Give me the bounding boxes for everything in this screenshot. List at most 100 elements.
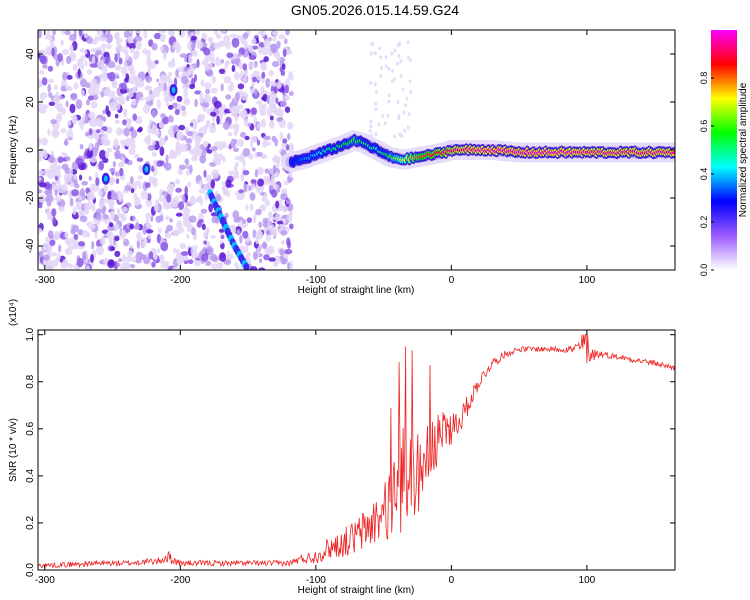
noise-speck <box>38 194 46 203</box>
noise-speck <box>46 207 51 217</box>
noise-speck <box>251 45 259 50</box>
noise-speck <box>102 157 109 164</box>
noise-speck <box>275 200 280 209</box>
noise-speck <box>86 148 94 158</box>
faint-speck <box>396 100 400 105</box>
noise-speck <box>284 249 293 255</box>
noise-speck <box>129 244 134 249</box>
noise-speck <box>199 180 204 185</box>
noise-speck <box>39 81 43 88</box>
spectrogram-x-ticks: -300 -200 -100 0 100 <box>35 30 596 286</box>
noise-speck <box>231 37 240 48</box>
noise-speck <box>103 214 109 220</box>
noise-speck <box>264 168 270 174</box>
noise-speck <box>130 264 136 269</box>
noise-speck <box>262 175 270 186</box>
noise-speck <box>180 105 186 111</box>
noise-speck <box>54 258 59 267</box>
noise-speck <box>72 206 77 216</box>
faint-speck <box>387 99 391 104</box>
noise-speck <box>161 191 169 196</box>
y-tick-label: 0.2 <box>25 516 36 530</box>
noise-speck <box>71 224 80 233</box>
noise-speck <box>64 85 72 90</box>
noise-speck <box>81 180 89 186</box>
noise-speck <box>61 151 66 157</box>
noise-speck <box>248 46 254 51</box>
colorbar-tick-label: 0.4 <box>699 168 709 181</box>
noise-speck <box>203 124 208 131</box>
noise-speck <box>206 69 214 77</box>
noise-speck <box>38 250 44 258</box>
noise-speck <box>39 182 47 188</box>
noise-speck <box>156 248 161 254</box>
noise-speck <box>221 30 226 34</box>
noise-speck <box>219 239 223 245</box>
noise-speck <box>248 153 254 160</box>
noise-speck <box>153 159 157 170</box>
noise-speck <box>257 178 264 187</box>
noise-speck <box>178 169 183 175</box>
noise-speck <box>239 109 248 119</box>
noise-speck <box>79 78 88 88</box>
snr-plot-area <box>38 334 675 569</box>
noise-speck <box>57 53 63 62</box>
noise-speck <box>77 68 81 78</box>
noise-speck <box>127 90 134 98</box>
noise-speck <box>176 95 183 103</box>
noise-speck <box>217 140 224 151</box>
diagonal-track <box>101 84 250 270</box>
noise-speck <box>70 92 78 101</box>
noise-speck <box>169 218 173 223</box>
noise-speck <box>103 185 109 193</box>
noise-speck <box>121 254 127 263</box>
noise-speck <box>43 254 50 261</box>
noise-speck <box>267 245 275 255</box>
noise-speck <box>120 215 127 222</box>
noise-speck <box>159 193 163 202</box>
noise-speck <box>43 260 48 266</box>
noise-speck <box>102 65 108 75</box>
noise-speck <box>141 240 147 248</box>
noise-speck <box>269 115 274 121</box>
noise-speck <box>191 41 196 49</box>
noise-speck <box>96 30 100 36</box>
noise-speck <box>268 257 276 262</box>
noise-speck <box>203 184 209 191</box>
noise-speck <box>92 93 99 101</box>
noise-speck <box>95 50 102 56</box>
noise-speck <box>155 199 160 205</box>
noise-speck <box>225 94 232 100</box>
noise-speck <box>120 139 125 144</box>
noise-speck <box>279 132 284 141</box>
noise-speck <box>171 267 180 270</box>
noise-speck <box>204 94 209 100</box>
noise-speck <box>218 106 224 113</box>
noise-speck <box>206 149 213 154</box>
noise-speck <box>210 179 216 189</box>
noise-speck <box>143 30 148 39</box>
noise-speck <box>201 148 207 158</box>
noise-speck <box>175 212 183 217</box>
noise-speck <box>38 137 41 147</box>
faint-speck <box>379 74 383 78</box>
noise-speck <box>165 215 170 221</box>
noise-speck <box>203 47 211 56</box>
noise-speck <box>254 90 258 96</box>
spectrogram-y-ticks: -40 -20 0 20 40 <box>25 48 675 253</box>
noise-speck <box>249 266 258 270</box>
faint-speck <box>369 135 373 140</box>
noise-speck <box>108 71 116 82</box>
noise-speck <box>184 185 188 195</box>
noise-speck <box>169 149 174 157</box>
colorbar-ticks: 0.0 0.2 0.4 0.6 0.8 <box>699 72 714 276</box>
noise-speck <box>127 36 135 44</box>
noise-speck <box>102 207 106 216</box>
noise-speck <box>229 33 237 38</box>
noise-speck <box>238 104 244 110</box>
noise-speck <box>270 224 275 231</box>
noise-speck <box>124 185 131 192</box>
noise-speck <box>62 182 68 192</box>
noise-speck <box>95 212 102 221</box>
noise-speck <box>194 99 198 108</box>
